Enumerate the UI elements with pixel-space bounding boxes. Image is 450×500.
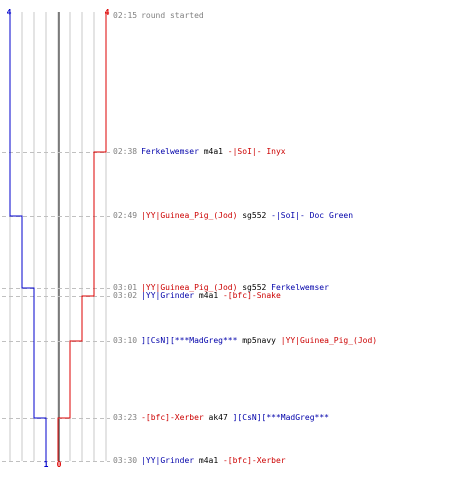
event-row: 02:38 Ferkelwemser m4a1 -|SoI|- Inyx bbox=[113, 147, 286, 157]
event-row: 03:02 |YY|Grinder m4a1 -[bfc]-Snake bbox=[113, 291, 281, 301]
victim-name: |YY|Guinea_Pig_(Jod) bbox=[280, 336, 378, 345]
victim-name: -[bfc]-Xerber bbox=[222, 456, 286, 465]
blue-start-count: 4 bbox=[7, 8, 12, 17]
victim-name: -|SoI|- Doc Green bbox=[271, 211, 354, 220]
victim-name: -|SoI|- Inyx bbox=[227, 147, 286, 156]
killer-name: ][CsN][***MadGreg*** bbox=[141, 336, 238, 345]
weapon-name: ak47 bbox=[203, 413, 233, 422]
victim-name: ][CsN][***MadGreg*** bbox=[232, 413, 329, 422]
victim-name: Ferkelwemser bbox=[271, 283, 329, 292]
event-time: 03:02 bbox=[113, 291, 138, 300]
killer-name: |YY|Grinder bbox=[141, 291, 195, 300]
timeline-grid bbox=[9, 12, 107, 461]
event-time: 02:15 bbox=[113, 11, 138, 20]
event-row: 03:23 -[bfc]-Xerber ak47 ][CsN][***MadGre… bbox=[113, 413, 329, 423]
weapon-name: sg552 bbox=[237, 283, 272, 292]
weapon-name: m4a1 bbox=[194, 291, 223, 300]
event-time: 03:30 bbox=[113, 456, 138, 465]
event-message: round started bbox=[141, 11, 204, 20]
event-time: 03:01 bbox=[113, 283, 138, 292]
red-start-count: 4 bbox=[105, 8, 110, 17]
weapon-name: m4a1 bbox=[198, 147, 228, 156]
event-row: 03:01 |YY|Guinea_Pig_(Jod) sg552 Ferkelwe… bbox=[113, 283, 329, 293]
weapon-name: mp5navy bbox=[237, 336, 281, 345]
victim-name: -[bfc]-Snake bbox=[222, 291, 281, 300]
killer-name: Ferkelwemser bbox=[141, 147, 199, 156]
event-row: 02:15 round started bbox=[113, 11, 204, 21]
event-time: 02:49 bbox=[113, 211, 138, 220]
event-row: 02:49 |YY|Guinea_Pig_(Jod) sg552 -|SoI|- … bbox=[113, 211, 353, 221]
killer-name: |YY|Guinea_Pig_(Jod) bbox=[141, 211, 238, 220]
event-row: 03:30 |YY|Grinder m4a1 -[bfc]-Xerber bbox=[113, 456, 286, 466]
killer-name: |YY|Guinea_Pig_(Jod) bbox=[141, 283, 238, 292]
blue-end-count: 1 bbox=[44, 460, 49, 469]
red-team-alive-line bbox=[57, 12, 107, 461]
event-time: 02:38 bbox=[113, 147, 138, 156]
weapon-name: m4a1 bbox=[194, 456, 223, 465]
event-row: 03:10][CsN][***MadGreg*** mp5navy |YY|Gu… bbox=[113, 336, 377, 346]
blue-team-alive-line bbox=[9, 12, 47, 461]
killer-name: |YY|Grinder bbox=[141, 456, 195, 465]
killer-name: -[bfc]-Xerber bbox=[141, 413, 204, 422]
event-time: 03:23 bbox=[113, 413, 138, 422]
event-time: 03:10 bbox=[113, 336, 138, 345]
red-end-count: 0 bbox=[57, 460, 62, 469]
weapon-name: sg552 bbox=[237, 211, 272, 220]
